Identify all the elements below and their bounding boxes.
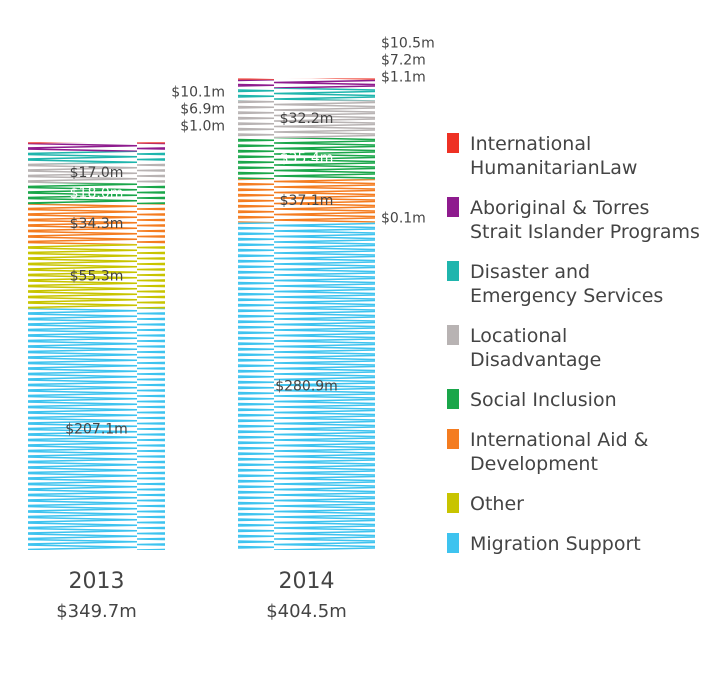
legend-swatch xyxy=(447,197,459,217)
value-label: $10.5m xyxy=(381,35,435,51)
legend-swatch xyxy=(447,261,459,281)
value-label: $6.9m xyxy=(180,101,225,117)
legend: International HumanitarianLaw Aboriginal … xyxy=(447,132,709,572)
bar-segment xyxy=(28,244,165,309)
legend-label: International HumanitarianLaw xyxy=(470,133,638,179)
legend-swatch xyxy=(447,429,459,449)
value-label: $32.2m xyxy=(280,111,334,127)
value-label: $7.2m xyxy=(381,52,426,68)
value-label: $37.1m xyxy=(280,193,334,209)
total-label: $404.5m xyxy=(266,601,347,622)
value-label: $1.1m xyxy=(381,69,426,85)
category-label: 2013 xyxy=(69,569,125,594)
legend-label: Other xyxy=(470,493,524,515)
legend-swatch xyxy=(447,325,459,345)
value-label: $207.1m xyxy=(65,421,128,437)
legend-swatch xyxy=(447,533,459,553)
bar-segment xyxy=(28,204,165,245)
bar-segment xyxy=(28,308,165,550)
bar-segment xyxy=(238,100,375,138)
value-label: $10.1m xyxy=(171,84,225,100)
legend-item: Disaster and Emergency Services xyxy=(447,260,709,308)
bar-segment xyxy=(28,163,165,184)
chart: 2013 $349.7m $207.1m $55.3m $34.3m $18.0m $17.… xyxy=(28,35,435,622)
bar-segment xyxy=(28,142,165,144)
bar-segment xyxy=(238,137,375,180)
bar-segment xyxy=(28,151,165,164)
legend-label: Locational Disadvantage xyxy=(470,325,602,371)
legend-swatch xyxy=(447,493,459,513)
value-label: $55.3m xyxy=(70,268,124,284)
legend-label: International Aid & Development xyxy=(470,429,649,475)
bar-segment xyxy=(238,88,375,101)
legend-label: Disaster and Emergency Services xyxy=(470,261,664,307)
legend-swatch xyxy=(447,389,459,409)
value-label: $0.1m xyxy=(381,210,426,226)
bar-segment xyxy=(238,222,375,550)
value-label: $35.4m xyxy=(280,151,334,167)
legend-swatch xyxy=(447,133,459,153)
bar-segment xyxy=(238,78,375,80)
bar-segment xyxy=(28,183,165,205)
legend-label: Migration Support xyxy=(470,533,641,555)
legend-item: International HumanitarianLaw xyxy=(447,132,709,180)
value-label: $18.0m xyxy=(70,186,124,202)
value-label: $17.0m xyxy=(70,165,124,181)
value-label: $1.0m xyxy=(180,118,225,134)
total-label: $349.7m xyxy=(56,601,137,622)
value-label: $34.3m xyxy=(70,216,124,232)
legend-label: Social Inclusion xyxy=(470,389,617,411)
legend-item: Other xyxy=(447,492,709,516)
category-label: 2014 xyxy=(279,569,335,594)
legend-label: Aboriginal & Torres Strait Islander Prog… xyxy=(470,197,700,243)
legend-item: International Aid & Development xyxy=(447,428,709,476)
legend-item: Social Inclusion xyxy=(447,388,709,412)
bar-segment xyxy=(238,79,375,89)
legend-item: Migration Support xyxy=(447,532,709,556)
bar-segment xyxy=(28,143,165,152)
legend-item: Locational Disadvantage xyxy=(447,324,709,372)
bar-segment xyxy=(238,179,375,223)
legend-item: Aboriginal & Torres Strait Islander Prog… xyxy=(447,196,709,244)
value-label: $280.9m xyxy=(275,378,338,394)
